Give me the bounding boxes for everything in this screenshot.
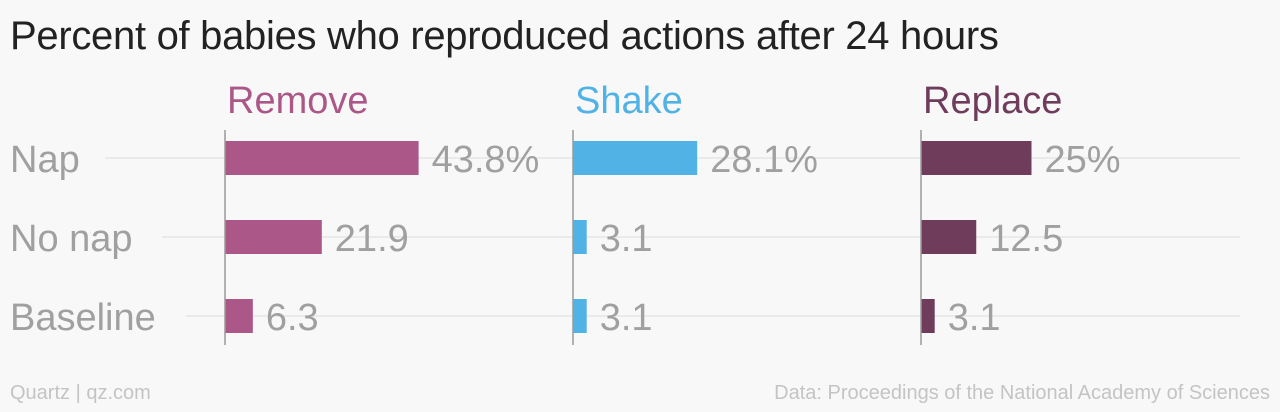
value-label-remove-baseline: 6.3 <box>266 297 319 339</box>
footer-source: Data: Proceedings of the National Academ… <box>774 382 1270 404</box>
value-label-replace-baseline: 3.1 <box>948 297 1001 339</box>
bar-replace-baseline <box>921 299 935 333</box>
category-label-no-nap: No nap <box>10 218 133 260</box>
series-header-remove: Remove <box>227 80 369 122</box>
bar-shake-baseline <box>573 299 587 333</box>
category-label-nap: Nap <box>10 139 80 181</box>
bar-remove-nap <box>225 141 419 175</box>
bar-replace-nap <box>921 141 1032 175</box>
series-header-shake: Shake <box>575 80 683 122</box>
footer-credit: Quartz | qz.com <box>10 382 151 404</box>
bar-shake-no-nap <box>573 220 587 254</box>
value-label-shake-no-nap: 3.1 <box>600 218 653 260</box>
value-label-remove-no-nap: 21.9 <box>335 218 409 260</box>
bar-remove-baseline <box>225 299 253 333</box>
bar-remove-no-nap <box>225 220 322 254</box>
bar-shake-nap <box>573 141 698 175</box>
value-label-replace-no-nap: 12.5 <box>989 218 1063 260</box>
category-label-baseline: Baseline <box>10 297 156 339</box>
value-label-replace-nap: 25% <box>1045 139 1121 181</box>
series-header-replace: Replace <box>923 80 1062 122</box>
chart-title: Percent of babies who reproduced actions… <box>10 14 999 58</box>
bar-replace-no-nap <box>921 220 977 254</box>
value-label-remove-nap: 43.8% <box>432 139 540 181</box>
value-label-shake-baseline: 3.1 <box>600 297 653 339</box>
value-label-shake-nap: 28.1% <box>710 139 818 181</box>
